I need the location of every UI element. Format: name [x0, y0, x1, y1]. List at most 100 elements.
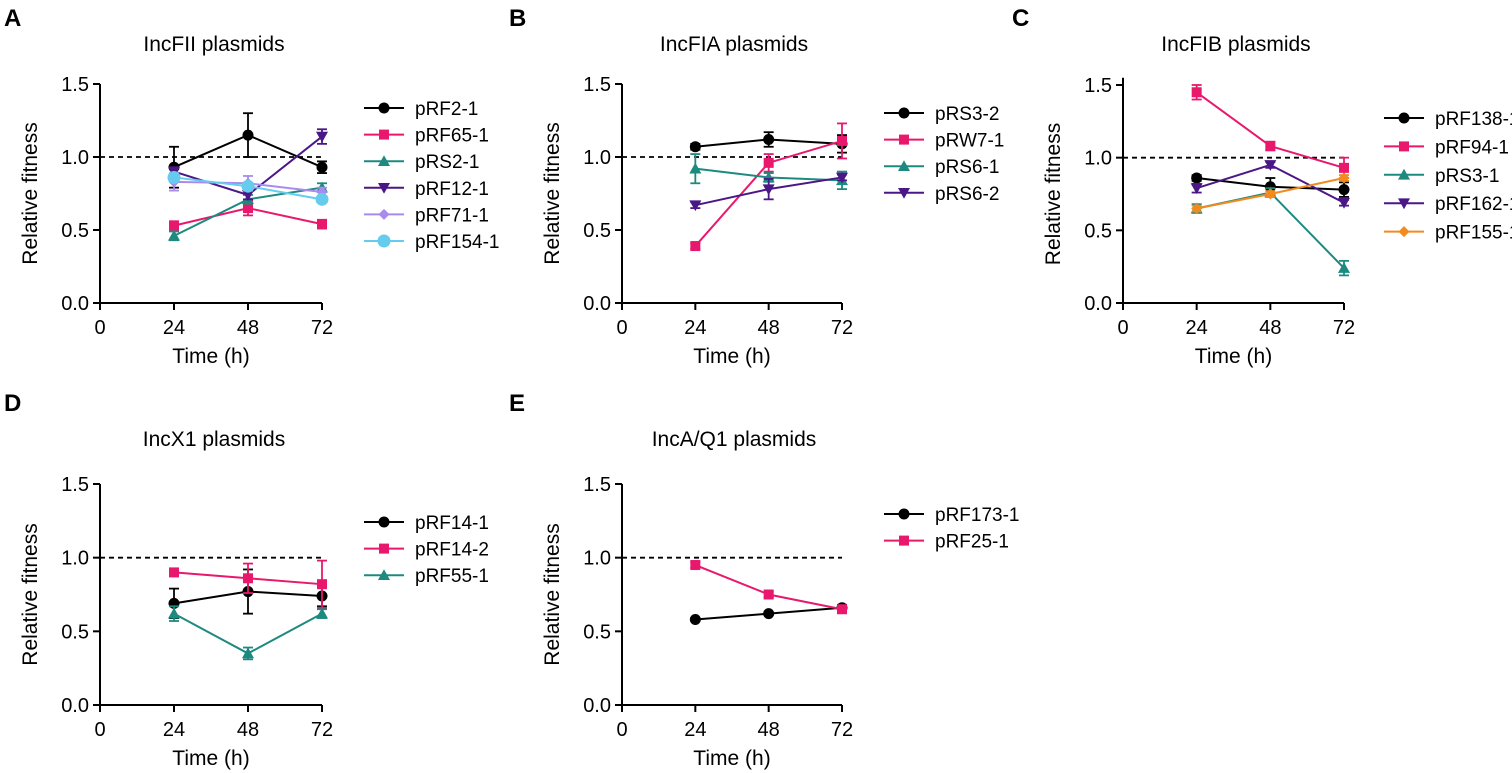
x-tick-label: 48 — [758, 317, 780, 339]
data-point — [1339, 162, 1349, 173]
data-point — [1338, 172, 1350, 184]
data-point — [763, 608, 775, 620]
data-point — [243, 573, 253, 584]
x-tick-label: 48 — [237, 317, 259, 339]
data-point — [316, 607, 328, 619]
y-tick-label: 0.5 — [1084, 220, 1112, 242]
data-point — [1338, 262, 1350, 273]
data-point — [1338, 184, 1350, 196]
y-tick-label: 1.0 — [583, 147, 611, 169]
data-point — [242, 190, 254, 201]
y-axis-label: Relative fitness — [541, 122, 564, 264]
y-tick-label: 1.0 — [61, 147, 89, 169]
data-point — [243, 203, 253, 214]
series-pRS6-1 — [689, 153, 848, 191]
legend-label: pRF155-1 — [1435, 223, 1512, 244]
data-point — [316, 161, 328, 173]
x-tick-label: 72 — [831, 317, 853, 339]
legend-marker — [899, 535, 909, 546]
series-pRF154-1 — [167, 170, 329, 206]
legend-label: pRS3-1 — [1435, 166, 1499, 187]
y-tick-label: 1.5 — [61, 474, 89, 496]
series-pRF162-1 — [1190, 160, 1350, 209]
legend-label: pRW7-1 — [935, 131, 1004, 152]
chart-title: IncFII plasmids — [143, 33, 284, 56]
legend-label: pRF154-1 — [415, 232, 500, 253]
legend-label: pRF14-2 — [415, 540, 489, 561]
y-tick-label: 1.5 — [583, 474, 611, 496]
data-point — [1191, 172, 1203, 184]
legend-marker — [1398, 168, 1410, 180]
panel-letter: C — [1012, 5, 1029, 32]
series-pRS3-2 — [689, 131, 848, 154]
data-point — [762, 184, 775, 196]
data-point — [763, 133, 775, 145]
panel-letter: A — [4, 5, 21, 32]
series-pRF25-1 — [690, 560, 847, 615]
legend-label: pRF138-1 — [1435, 109, 1512, 130]
x-tick-label: 72 — [311, 719, 333, 741]
legend-label: pRF55-1 — [415, 566, 489, 587]
series-line — [694, 564, 843, 611]
y-tick-label: 0.5 — [583, 621, 611, 643]
y-tick-label: 0.0 — [61, 695, 89, 717]
legend-marker — [898, 160, 910, 171]
y-tick-label: 0.0 — [583, 293, 611, 315]
x-tick-label: 0 — [616, 719, 627, 741]
x-tick-label: 0 — [616, 317, 627, 339]
data-point — [317, 219, 327, 230]
chart-title: IncX1 plasmids — [143, 428, 285, 451]
series-pRF55-1 — [168, 605, 328, 661]
x-tick-label: 24 — [163, 317, 185, 339]
legend-label: pRS6-2 — [935, 184, 999, 205]
y-tick-label: 0.5 — [583, 220, 611, 242]
series-pRF155-1 — [1191, 172, 1350, 215]
data-point — [689, 141, 701, 153]
data-point — [837, 604, 847, 615]
legend-label: pRF162-1 — [1435, 194, 1512, 215]
chart-title: IncFIA plasmids — [660, 33, 808, 56]
legend-marker — [378, 155, 390, 166]
legend-label: pRF173-1 — [935, 505, 1020, 526]
x-tick-label: 72 — [831, 719, 853, 741]
legend-label: pRF14-1 — [415, 513, 489, 534]
y-axis-label: Relative fitness — [1042, 123, 1065, 265]
data-point — [317, 579, 327, 590]
legend-label: pRF25-1 — [935, 532, 1009, 553]
y-tick-label: 1.5 — [1084, 75, 1112, 97]
x-axis-label: Time (h) — [693, 747, 770, 770]
chart-panel-E: E IncA/Q1 plasmids 0.0 0.5 1.0 1.5 0 24 48 72 Time… — [509, 390, 1020, 770]
data-point — [169, 567, 179, 578]
data-point — [168, 229, 180, 241]
legend-label: pRF12-1 — [415, 179, 489, 200]
x-tick-label: 48 — [758, 719, 780, 741]
series-line — [1196, 91, 1345, 169]
legend-marker — [378, 102, 390, 114]
y-tick-label: 1.5 — [583, 74, 611, 96]
legend-label: pRF71-1 — [415, 205, 489, 226]
y-tick-label: 0.5 — [61, 220, 89, 242]
data-point — [1338, 197, 1350, 209]
data-point — [315, 192, 329, 206]
chart-panel-D: D IncX1 plasmids 0.0 0.5 1.0 1.5 0 24 48 72 Time (… — [4, 390, 489, 770]
y-axis-label: Relative fitness — [19, 122, 42, 264]
x-tick-label: 24 — [684, 317, 706, 339]
y-tick-label: 0.0 — [1084, 293, 1112, 315]
legend-marker — [898, 107, 910, 119]
data-point — [242, 647, 254, 659]
legend-marker — [1398, 112, 1410, 124]
panel-letter: E — [509, 390, 525, 417]
legend-marker — [898, 188, 910, 199]
legend-label: pRF2-1 — [415, 99, 478, 120]
data-point — [836, 172, 848, 184]
chart-panel-C: C IncFIB plasmids 0.0 0.5 1.0 1.5 0 24 48 72 Time … — [1012, 5, 1512, 368]
x-tick-label: 0 — [1117, 317, 1128, 339]
legend-label: pRS2-1 — [415, 152, 479, 173]
legend-marker — [1399, 141, 1409, 152]
x-tick-label: 0 — [94, 317, 105, 339]
data-point — [167, 170, 181, 184]
legend-marker — [1398, 226, 1410, 238]
series-pRS3-1 — [1190, 186, 1350, 277]
legend-label: pRF65-1 — [415, 126, 489, 147]
data-point — [1191, 203, 1203, 215]
